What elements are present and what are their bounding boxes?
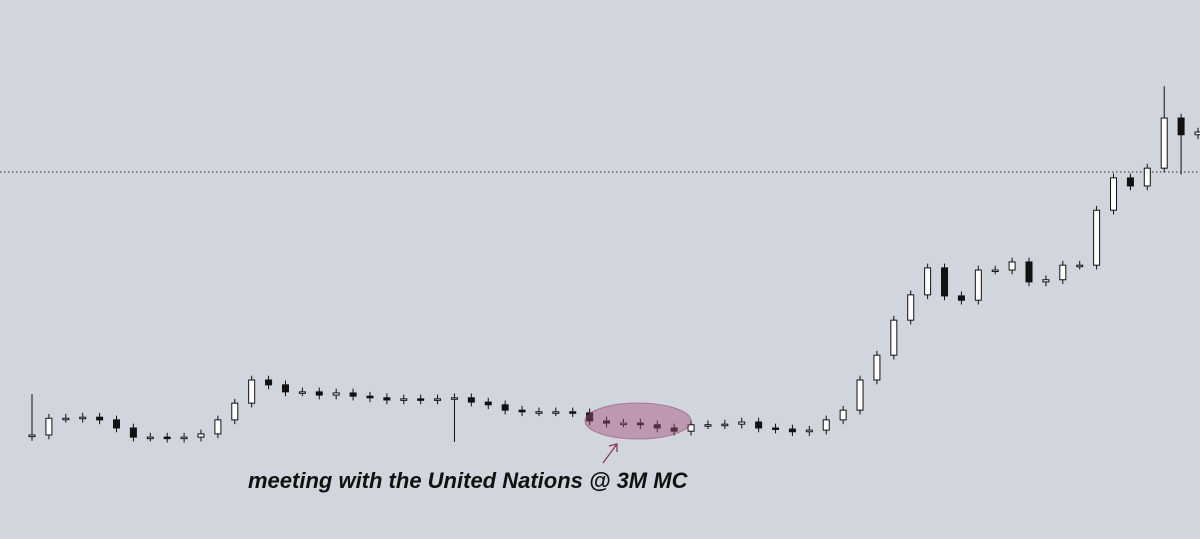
- candle-body: [1025, 261, 1033, 283]
- candle-body: [839, 409, 847, 421]
- candle-body: [957, 295, 965, 301]
- candle-body: [636, 422, 644, 426]
- candle-body: [1093, 209, 1101, 266]
- candle-body: [79, 416, 87, 420]
- candle-body: [484, 401, 492, 406]
- candle-body: [603, 420, 611, 424]
- candle-body: [1177, 117, 1185, 136]
- candle-body: [146, 436, 154, 440]
- candle-body: [501, 404, 509, 411]
- candle-body: [670, 427, 678, 432]
- candle-body: [96, 416, 104, 421]
- candle-body: [180, 436, 188, 440]
- candle-body: [450, 397, 458, 400]
- candle-body: [1008, 261, 1016, 271]
- candle-body: [788, 428, 796, 433]
- candle-body: [62, 417, 70, 421]
- candle-body: [518, 409, 526, 413]
- candle-body: [129, 427, 137, 438]
- candle-body: [755, 421, 763, 429]
- candle-body: [1110, 177, 1118, 211]
- candle-body: [349, 392, 357, 397]
- arrow-head: [608, 443, 618, 452]
- candle-body: [856, 379, 864, 411]
- candle-body: [721, 423, 729, 427]
- candle-body: [298, 391, 306, 394]
- annotation: meeting with the United Nations @ 3M MC: [248, 468, 689, 493]
- candle-body: [1042, 279, 1050, 283]
- candle-body: [265, 379, 273, 386]
- candle-body: [535, 411, 543, 414]
- candle-body: [45, 417, 53, 436]
- candle-body: [974, 269, 982, 301]
- candle-body: [400, 398, 408, 401]
- candle-body: [163, 436, 171, 440]
- candle-body: [28, 434, 36, 438]
- candle-body: [467, 397, 475, 403]
- candle-body: [552, 411, 560, 414]
- candle-body: [653, 424, 661, 429]
- candle-body: [890, 319, 898, 356]
- arrow-shaft: [602, 443, 618, 464]
- candle-body: [281, 384, 289, 393]
- candle-body: [197, 433, 205, 438]
- candle-body: [231, 402, 239, 421]
- candle-body: [1126, 177, 1134, 187]
- candle-body: [873, 354, 881, 381]
- candles: [0, 86, 1200, 443]
- candle-body: [1059, 264, 1067, 281]
- candle-body: [822, 419, 830, 431]
- candle-body: [383, 397, 391, 401]
- candle-body: [704, 424, 712, 427]
- candle-body: [417, 398, 425, 401]
- candle-body: [366, 395, 374, 399]
- candle-body: [1160, 117, 1168, 169]
- candle-body: [315, 391, 323, 396]
- candle-body: [772, 427, 780, 430]
- candle-body: [248, 379, 256, 404]
- candle-body: [941, 267, 949, 297]
- candle-body: [434, 398, 442, 401]
- candle-body: [805, 429, 813, 433]
- candle-body: [112, 419, 120, 429]
- candle-body: [1194, 131, 1200, 136]
- candle-body: [991, 269, 999, 273]
- candle-body: [924, 267, 932, 296]
- candle-body: [214, 419, 222, 435]
- candle-body: [907, 294, 915, 321]
- candle-body: [619, 422, 627, 426]
- candle-body: [1076, 264, 1084, 268]
- candle-body: [332, 392, 340, 396]
- candle-body: [1143, 167, 1151, 187]
- highlight-ellipse: [584, 402, 692, 440]
- candle-body: [738, 421, 746, 425]
- candle-body: [687, 424, 695, 432]
- candle-body: [569, 411, 577, 414]
